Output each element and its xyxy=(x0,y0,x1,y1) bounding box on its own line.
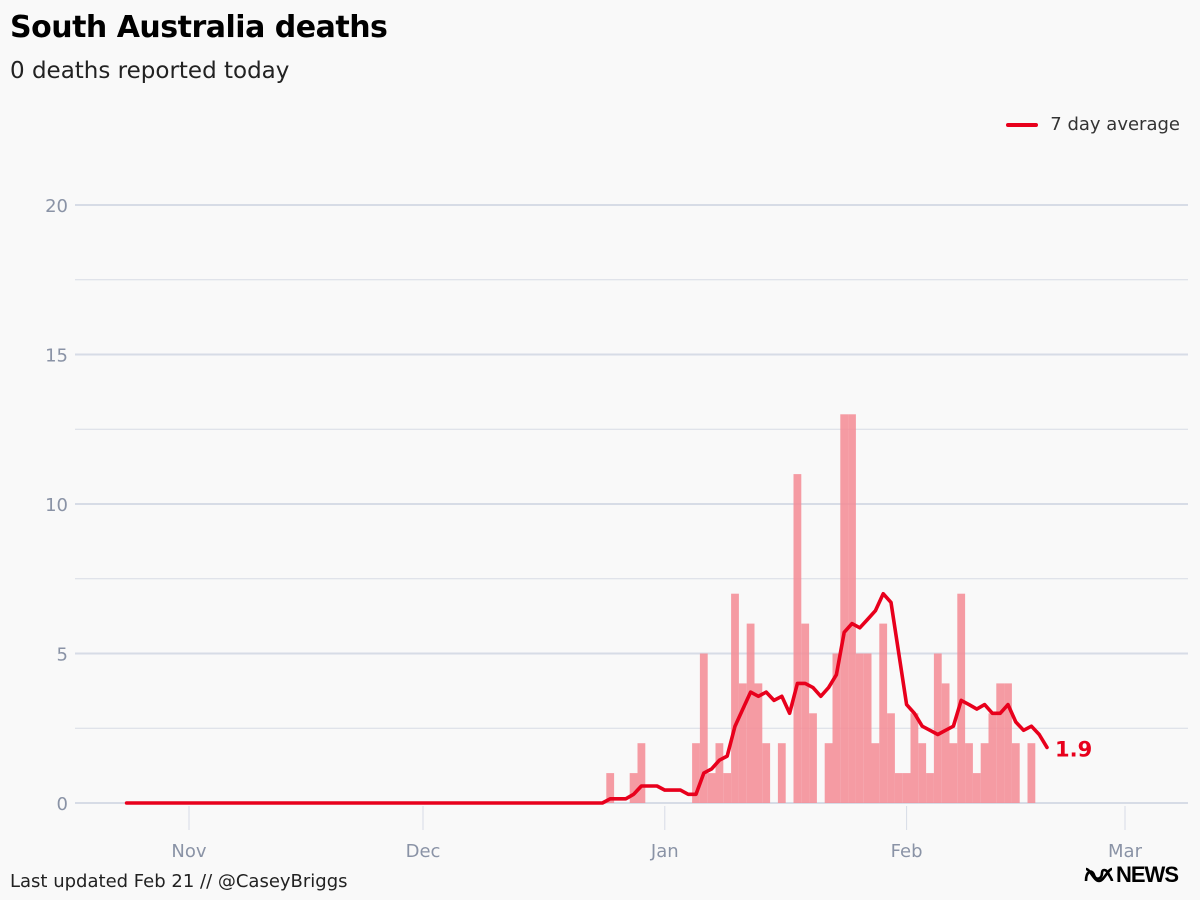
bar xyxy=(824,743,833,803)
chart-title: South Australia deaths xyxy=(10,10,388,45)
bar xyxy=(715,743,724,803)
abc-news-logo: NEWS xyxy=(1084,862,1179,888)
x-tick-label: Nov xyxy=(171,841,206,862)
bar xyxy=(637,743,646,803)
bar xyxy=(941,683,950,803)
bar xyxy=(746,623,755,803)
bar xyxy=(926,773,934,803)
bar xyxy=(840,414,849,803)
bar xyxy=(692,743,700,803)
bar xyxy=(832,653,841,803)
average-line xyxy=(124,591,1049,805)
bar xyxy=(902,773,911,803)
bar xyxy=(1011,743,1020,803)
y-tick-label: 0 xyxy=(57,794,68,815)
bar xyxy=(879,623,888,803)
legend-line-swatch xyxy=(1006,122,1039,127)
y-tick-label: 10 xyxy=(45,495,68,516)
bar xyxy=(754,683,763,803)
footer-updated: Last updated Feb 21 // @CaseyBriggs xyxy=(10,871,348,892)
abc-logo-icon xyxy=(1084,867,1114,883)
chart-subtitle: 0 deaths reported today xyxy=(10,58,290,84)
bar xyxy=(863,653,872,803)
y-axis: 0 5 10 15 20 xyxy=(45,196,68,815)
bar xyxy=(629,773,638,803)
x-tick-label: Mar xyxy=(1108,841,1143,862)
bar xyxy=(606,773,615,803)
x-axis: Nov Dec Jan Feb Mar xyxy=(171,806,1143,862)
brand-text: NEWS xyxy=(1116,862,1179,887)
bar xyxy=(777,743,786,803)
y-tick-label: 5 xyxy=(57,645,68,666)
bar xyxy=(723,773,732,803)
gridlines xyxy=(75,204,1188,804)
legend-label: 7 day average xyxy=(1050,114,1180,135)
bar xyxy=(731,593,739,803)
bar xyxy=(738,683,747,803)
bar xyxy=(910,713,919,803)
bar xyxy=(855,653,864,803)
bar xyxy=(933,653,942,803)
bar xyxy=(1004,683,1012,803)
bar xyxy=(793,474,802,803)
bar xyxy=(871,743,880,803)
bars xyxy=(606,414,1036,803)
bar xyxy=(809,713,817,803)
y-tick-label: 20 xyxy=(45,196,68,217)
bar xyxy=(762,743,771,803)
bar xyxy=(957,593,966,803)
y-tick-label: 15 xyxy=(45,346,68,367)
bar xyxy=(972,773,981,803)
x-tick-label: Feb xyxy=(891,841,923,862)
bar xyxy=(996,683,1005,803)
bar xyxy=(980,743,989,803)
average-line-group: 1.9 xyxy=(124,591,1092,805)
bar xyxy=(887,713,895,803)
bar xyxy=(801,623,810,803)
bar xyxy=(918,743,927,803)
x-tick-label: Jan xyxy=(650,841,679,862)
x-tick-label: Dec xyxy=(406,841,441,862)
bar xyxy=(988,713,997,803)
bar xyxy=(894,773,903,803)
average-end-label: 1.9 xyxy=(1055,737,1092,761)
bar xyxy=(965,743,973,803)
bar xyxy=(699,653,708,803)
bar xyxy=(1027,743,1036,803)
bar xyxy=(949,743,958,803)
bar xyxy=(848,414,856,803)
bar xyxy=(707,773,716,803)
legend: 7 day average xyxy=(1006,114,1180,135)
